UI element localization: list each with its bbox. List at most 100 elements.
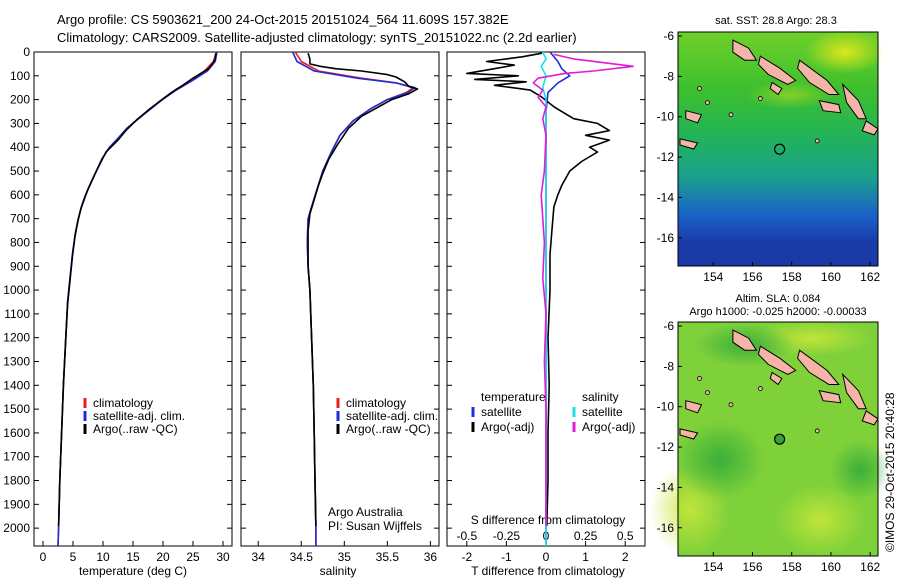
islet-shape [814, 428, 820, 434]
sst-warm-patch [805, 30, 885, 74]
island-shape [818, 99, 842, 114]
islet-shape [705, 390, 710, 396]
y-tick-label: 500 [10, 164, 30, 178]
map-y-tick-label: -12 [657, 440, 675, 454]
legend-climatology-label: climatology [93, 396, 153, 410]
salinity-plot-frame [240, 51, 440, 547]
sla-coastline [679, 329, 879, 440]
island-shape [757, 345, 797, 375]
map-y-tick-label: -14 [657, 190, 675, 204]
legend-argo-label: Argo(..raw -QC) [346, 422, 431, 436]
x-tick-label: 35 [338, 550, 352, 564]
map-x-tick-label: 154 [703, 560, 723, 574]
y-tick-label: 1400 [3, 378, 30, 392]
s-difference-label: S difference from climatology [471, 513, 626, 527]
figure-title-line2: Climatology: CARS2009. Satellite-adjuste… [57, 30, 577, 45]
y-tick-label: 400 [10, 140, 30, 154]
sla-low-patch [675, 420, 765, 500]
sst-map-frame [677, 31, 879, 267]
island-shape [732, 39, 758, 61]
sla-map-title-line2: Argo h1000: -0.025 h2000: -0.00033 [689, 306, 866, 318]
islet-shape [697, 376, 702, 381]
temperature-profile-panel: temperature (deg C) climatology satellit… [3, 45, 233, 578]
argo-position-marker [774, 143, 786, 155]
island-shape [769, 371, 783, 386]
series-line-argo-raw-qc- [57, 53, 217, 526]
y-tick-label: 1200 [3, 331, 30, 345]
islet-shape [728, 402, 734, 408]
sla-high-patch [775, 485, 865, 555]
series-line-temperature-argo-adj- [465, 52, 611, 526]
difference-legend: temperature satellite Argo(-adj) salinit… [471, 390, 635, 434]
x-tick-label: 30 [216, 550, 230, 564]
islet-shape [728, 112, 734, 118]
series-line-argo-raw-qc- [307, 52, 419, 526]
salinity-profile-panel: salinity climatology satellite-adj. clim… [240, 51, 440, 578]
s-tick-label: 0.5 [617, 529, 634, 543]
map-x-tick-label: 156 [742, 560, 762, 574]
y-tick-label: 1300 [3, 354, 30, 368]
temperature-xlabel: temperature (deg C) [79, 564, 187, 578]
map-y-tick-label: -12 [657, 150, 675, 164]
x-tick-label: 0 [40, 550, 47, 564]
legend-temp-argo-label: Argo(-adj) [481, 420, 534, 434]
y-tick-label: 800 [10, 235, 30, 249]
x-tick-label: -1 [501, 550, 512, 564]
legend-temperature-title: temperature [481, 390, 546, 404]
island-shape [685, 400, 703, 414]
map-x-tick-label: 162 [860, 270, 880, 284]
map-y-tick-label: -16 [657, 231, 675, 245]
legend-sal-satellite-label: satellite [582, 405, 623, 419]
islet-shape [757, 96, 763, 101]
island-shape [679, 138, 699, 150]
x-tick-label: -2 [461, 550, 472, 564]
map-y-tick-label: -6 [663, 29, 674, 43]
series-line-salinity-satellite [540, 51, 547, 546]
island-shape [797, 59, 840, 95]
map-x-tick-label: 160 [821, 560, 841, 574]
map-y-tick-label: -14 [657, 480, 675, 494]
legend-climatology-label: climatology [346, 396, 406, 410]
island-shape [861, 410, 879, 426]
temperature-legend: climatology satellite-adj. clim. Argo(..… [83, 396, 185, 436]
sla-low-patch [830, 440, 890, 500]
legend-argo-label: Argo(..raw -QC) [93, 422, 178, 436]
difference-profile-panel: S difference from climatology T differen… [446, 51, 646, 578]
y-tick-label: 0 [23, 45, 30, 59]
imos-timestamp: ©IMOS 29-Oct-2015 20:40:28 [883, 392, 897, 552]
argo-australia-label: Argo Australia [328, 505, 403, 519]
s-tick-label: -0.25 [493, 529, 521, 543]
island-shape [769, 81, 783, 96]
y-tick-label: 1800 [3, 474, 30, 488]
island-shape [685, 110, 703, 124]
y-tick-label: 900 [10, 259, 30, 273]
y-tick-label: 1900 [3, 497, 30, 511]
island-shape [841, 372, 867, 410]
y-tick-label: 200 [10, 93, 30, 107]
sst-coastline [679, 39, 879, 150]
argo-position-marker [774, 433, 786, 445]
t-difference-xlabel: T difference from climatology [471, 564, 625, 578]
island-shape [679, 428, 699, 440]
sla-map-frame [677, 321, 879, 557]
sla-map-title-line1: Altim. SLA: 0.084 [736, 293, 821, 305]
sst-warm-patch [745, 81, 835, 109]
island-shape [797, 349, 840, 385]
x-tick-label: 36 [424, 550, 438, 564]
y-tick-label: 2000 [3, 521, 30, 535]
map-y-tick-label: -8 [663, 359, 674, 373]
y-tick-label: 700 [10, 212, 30, 226]
y-tick-label: 100 [10, 69, 30, 83]
legend-salinity-title: salinity [582, 390, 619, 404]
s-tick-label: 0.25 [574, 529, 598, 543]
x-tick-label: 5 [70, 550, 77, 564]
sst-map-title: sat. SST: 28.8 Argo: 28.3 [715, 15, 837, 27]
islet-shape [757, 386, 763, 391]
map-x-tick-label: 156 [742, 270, 762, 284]
map-x-tick-label: 158 [782, 270, 802, 284]
map-y-tick-label: -16 [657, 521, 675, 535]
y-tick-label: 1700 [3, 450, 30, 464]
legend-satellite-label: satellite-adj. clim. [346, 409, 438, 423]
figure-title-line1: Argo profile: CS 5903621_200 24-Oct-2015… [57, 12, 509, 27]
map-x-tick-label: 158 [782, 560, 802, 574]
